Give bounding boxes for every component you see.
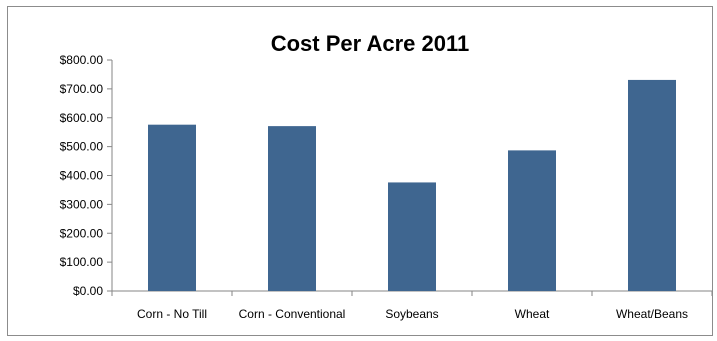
bar [508,150,556,291]
x-category-label: Corn - Conventional [239,307,346,321]
y-tick-label: $600.00 [60,111,104,125]
y-tick-label: $400.00 [60,169,104,183]
chart-title: Cost Per Acre 2011 [271,31,470,56]
y-tick-label: $300.00 [60,197,104,211]
x-category-label: Wheat [515,307,550,321]
y-tick-label: $800.00 [60,53,104,67]
y-tick-label: $200.00 [60,226,104,240]
bar [388,182,436,291]
bar [268,126,316,291]
x-category-label: Corn - No Till [137,307,207,321]
y-tick-label: $100.00 [60,255,104,269]
x-axis-ticks [111,291,712,296]
y-tick-label: $0.00 [73,284,103,298]
chart-frame: Cost Per Acre 2011 $0.00 $100.00 $200.00 $3… [7,6,713,336]
y-tick-label: $500.00 [60,140,104,154]
bar [628,79,676,291]
x-category-label: Soybeans [385,307,438,321]
bar [148,124,196,292]
bar-chart: Cost Per Acre 2011 $0.00 $100.00 $200.00 $3… [60,31,712,321]
y-tick-label: $700.00 [60,82,104,96]
category-labels: Corn - No Till Corn - Conventional Soybean… [137,307,688,321]
x-category-label: Wheat/Beans [616,307,688,321]
y-axis-ticks: $0.00 $100.00 $200.00 $300.00 $400.00 $500.00… [60,53,112,298]
bars [148,79,676,292]
